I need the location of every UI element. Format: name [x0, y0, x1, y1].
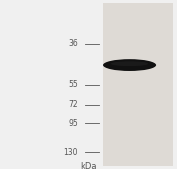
Text: 95: 95 [68, 119, 78, 128]
Text: kDa: kDa [80, 162, 97, 169]
Text: 55: 55 [68, 80, 78, 89]
Text: 130: 130 [63, 148, 78, 157]
Text: 36: 36 [68, 39, 78, 49]
FancyBboxPatch shape [103, 3, 173, 166]
Text: 72: 72 [68, 100, 78, 109]
Ellipse shape [111, 61, 148, 66]
Ellipse shape [103, 59, 156, 71]
